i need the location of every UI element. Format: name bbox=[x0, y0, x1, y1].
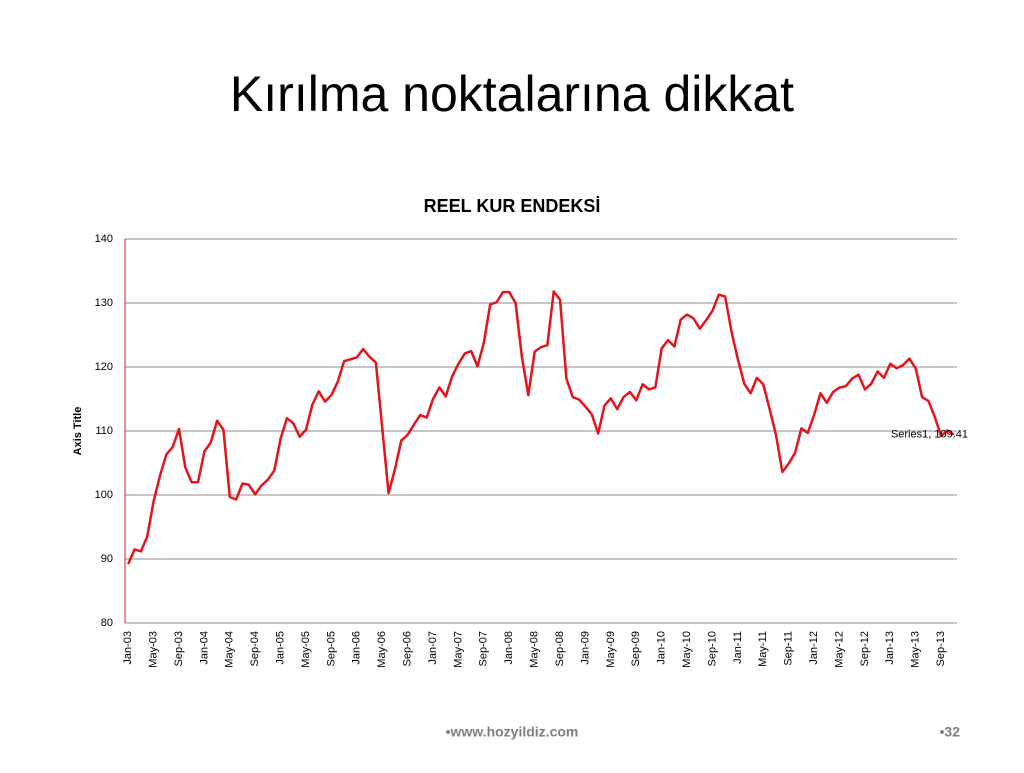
y-tick-label: 90 bbox=[101, 553, 113, 565]
x-tick-label: Sep-06 bbox=[402, 631, 414, 666]
x-tick-label: Jan-06 bbox=[351, 631, 363, 665]
x-tick-label: May-13 bbox=[910, 631, 922, 668]
data-line bbox=[127, 290, 955, 565]
x-tick-label: Jan-03 bbox=[122, 631, 134, 665]
footer: •www.hozyildiz.com bbox=[446, 724, 579, 740]
x-tick-label: Sep-13 bbox=[935, 631, 947, 666]
x-tick-label: Jan-13 bbox=[884, 631, 896, 665]
x-tick-label: May-11 bbox=[757, 631, 769, 667]
x-tick-label: May-09 bbox=[605, 631, 617, 668]
y-tick-label: 120 bbox=[95, 361, 113, 373]
x-tick-label: Sep-09 bbox=[630, 631, 642, 666]
x-tick-label: Jan-08 bbox=[503, 631, 515, 665]
y-axis-title: Axis Title bbox=[72, 407, 84, 456]
x-tick-label: May-08 bbox=[529, 631, 541, 668]
x-tick-label: Jan-07 bbox=[427, 631, 439, 665]
x-tick-label: May-06 bbox=[376, 631, 388, 668]
x-tick-label: May-04 bbox=[224, 631, 236, 668]
slide-title: Kırılma noktalarına dikkat bbox=[230, 66, 794, 122]
x-tick-label: Jan-11 bbox=[732, 631, 744, 664]
y-tick-label: 130 bbox=[95, 297, 113, 309]
data-annotation: Series1, 109.41 bbox=[891, 429, 968, 441]
x-tick-label: May-07 bbox=[452, 631, 464, 668]
x-tick-label: Jan-12 bbox=[808, 631, 820, 665]
x-tick-label: Jan-05 bbox=[275, 631, 287, 665]
x-tick-label: Sep-07 bbox=[478, 631, 490, 666]
chart-title: REEL KUR ENDEKSİ bbox=[424, 196, 601, 216]
x-tick-label: Jan-04 bbox=[198, 631, 210, 665]
x-tick-label: Jan-09 bbox=[579, 631, 591, 665]
x-tick-label: Sep-03 bbox=[173, 631, 185, 666]
y-tick-label: 100 bbox=[95, 489, 113, 501]
x-tick-label: Sep-11 bbox=[783, 631, 795, 666]
x-tick-label: Sep-12 bbox=[859, 631, 871, 666]
x-tick-label: Sep-04 bbox=[249, 631, 261, 666]
x-tick-label: Jan-10 bbox=[656, 631, 668, 665]
x-tick-label: May-10 bbox=[681, 631, 693, 668]
y-tick-label: 140 bbox=[95, 233, 113, 245]
x-tick-label: Sep-10 bbox=[706, 631, 718, 666]
x-tick-label: Sep-05 bbox=[325, 631, 337, 666]
y-tick-label: 110 bbox=[95, 425, 113, 437]
y-tick-label: 80 bbox=[101, 617, 113, 629]
page-number: •32 bbox=[940, 724, 961, 740]
x-tick-label: May-12 bbox=[833, 631, 845, 668]
x-tick-label: Sep-08 bbox=[554, 631, 566, 666]
x-tick-label: May-05 bbox=[300, 631, 312, 668]
x-tick-label: May-03 bbox=[147, 631, 159, 668]
